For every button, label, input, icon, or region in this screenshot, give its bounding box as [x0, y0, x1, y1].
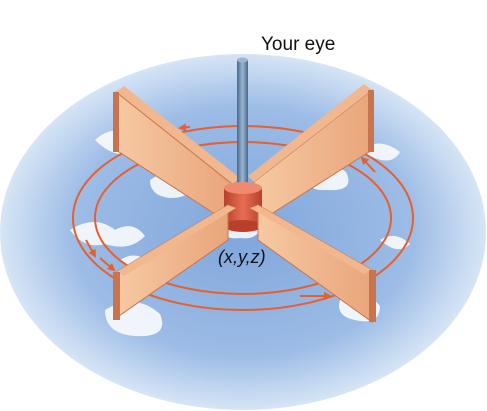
eye-label: Your eye: [261, 34, 336, 55]
vane-front-left: [113, 204, 236, 320]
vane-back-right: [248, 84, 374, 226]
circulation-arrow: [99, 257, 116, 272]
circulation-arrow: [178, 123, 191, 132]
shaft-top: [237, 57, 248, 63]
circulation-arrow: [360, 156, 376, 173]
circulation-arrow: [85, 239, 96, 258]
vane-front-right: [250, 204, 376, 323]
point-label: (x,y,z): [218, 247, 266, 267]
shaft-icon: [237, 60, 248, 190]
vane-back-left: [113, 86, 240, 226]
hub-icon: [224, 182, 262, 232]
